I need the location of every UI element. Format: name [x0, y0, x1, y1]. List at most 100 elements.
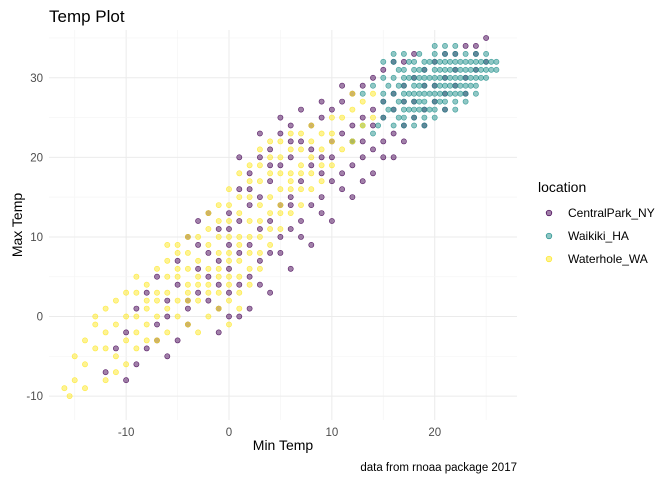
- data-point: [395, 66, 402, 73]
- data-point: [267, 170, 273, 177]
- data-point: [246, 202, 253, 208]
- data-point: [133, 329, 140, 336]
- data-point: [123, 361, 129, 368]
- data-point: [308, 241, 315, 248]
- data-point: [478, 66, 484, 73]
- data-point: [184, 321, 191, 328]
- data-point: [246, 281, 253, 288]
- data-point: [406, 74, 412, 81]
- data-point: [102, 377, 109, 384]
- data-point: [195, 273, 201, 280]
- data-point: [236, 305, 243, 312]
- data-point: [339, 186, 345, 193]
- data-point: [416, 51, 423, 57]
- data-point: [359, 154, 366, 161]
- data-point: [328, 218, 335, 224]
- data-point: [174, 241, 181, 248]
- data-point: [143, 305, 150, 312]
- data-point: [102, 345, 109, 352]
- data-point: [133, 361, 140, 368]
- data-point: [184, 289, 191, 296]
- data-point: [174, 337, 181, 344]
- data-point: [92, 345, 99, 352]
- data-point: [472, 43, 479, 49]
- data-point: [400, 106, 407, 113]
- data-point: [246, 233, 253, 240]
- data-point: [467, 82, 474, 89]
- data-point: [308, 162, 315, 169]
- data-point: [390, 122, 397, 129]
- chart-title: Temp Plot: [49, 7, 125, 26]
- data-point: [133, 345, 140, 352]
- data-point: [328, 154, 335, 161]
- data-point: [442, 106, 448, 113]
- legend-key: [545, 255, 553, 263]
- data-point: [236, 154, 243, 161]
- data-point: [442, 82, 448, 89]
- data-point: [287, 122, 294, 129]
- data-point: [472, 58, 479, 65]
- data-point: [287, 170, 294, 177]
- data-point: [298, 178, 304, 185]
- data-point: [113, 353, 119, 360]
- data-point: [308, 186, 315, 193]
- data-point: [236, 313, 243, 320]
- data-point: [92, 313, 99, 320]
- data-point: [215, 218, 222, 224]
- data-point: [267, 226, 273, 232]
- data-point: [256, 130, 263, 137]
- data-point: [308, 138, 315, 145]
- data-point: [431, 82, 438, 89]
- data-point: [426, 58, 433, 65]
- data-point: [215, 249, 222, 256]
- data-point: [277, 226, 284, 232]
- data-point: [447, 90, 453, 97]
- data-point: [102, 369, 109, 376]
- data-point: [462, 43, 469, 49]
- data-point: [452, 66, 459, 73]
- data-point: [92, 321, 99, 328]
- data-point: [267, 241, 273, 248]
- data-point: [308, 170, 315, 177]
- data-point: [277, 154, 284, 161]
- data-point: [370, 146, 376, 153]
- data-point: [483, 66, 489, 73]
- data-point: [154, 337, 160, 344]
- data-point: [370, 106, 376, 113]
- data-point: [442, 98, 448, 105]
- data-point: [416, 82, 423, 89]
- data-point: [256, 146, 263, 153]
- data-point: [390, 130, 397, 137]
- data-point: [143, 297, 150, 304]
- data-point: [380, 90, 387, 97]
- data-point: [102, 329, 109, 336]
- data-point: [123, 289, 129, 296]
- data-point: [256, 281, 263, 288]
- data-point: [359, 82, 366, 89]
- data-point: [287, 178, 294, 185]
- data-point: [205, 249, 212, 256]
- data-point: [442, 51, 448, 57]
- data-point: [349, 90, 356, 97]
- data-point: [359, 90, 366, 97]
- data-point: [226, 226, 232, 232]
- data-point: [154, 321, 160, 328]
- data-point: [493, 66, 500, 73]
- data-point: [164, 313, 171, 320]
- data-point: [61, 385, 68, 392]
- data-point: [411, 51, 417, 57]
- data-point: [205, 281, 212, 288]
- data-point: [143, 321, 150, 328]
- data-point: [236, 249, 243, 256]
- data-point: [256, 233, 263, 240]
- data-point: [164, 289, 171, 296]
- data-point: [205, 297, 212, 304]
- data-point: [328, 106, 335, 113]
- data-point: [195, 281, 201, 288]
- data-point: [154, 313, 160, 320]
- data-point: [298, 146, 304, 153]
- data-point: [113, 345, 119, 352]
- data-point: [457, 82, 464, 89]
- data-point: [472, 66, 479, 73]
- data-point: [421, 58, 428, 65]
